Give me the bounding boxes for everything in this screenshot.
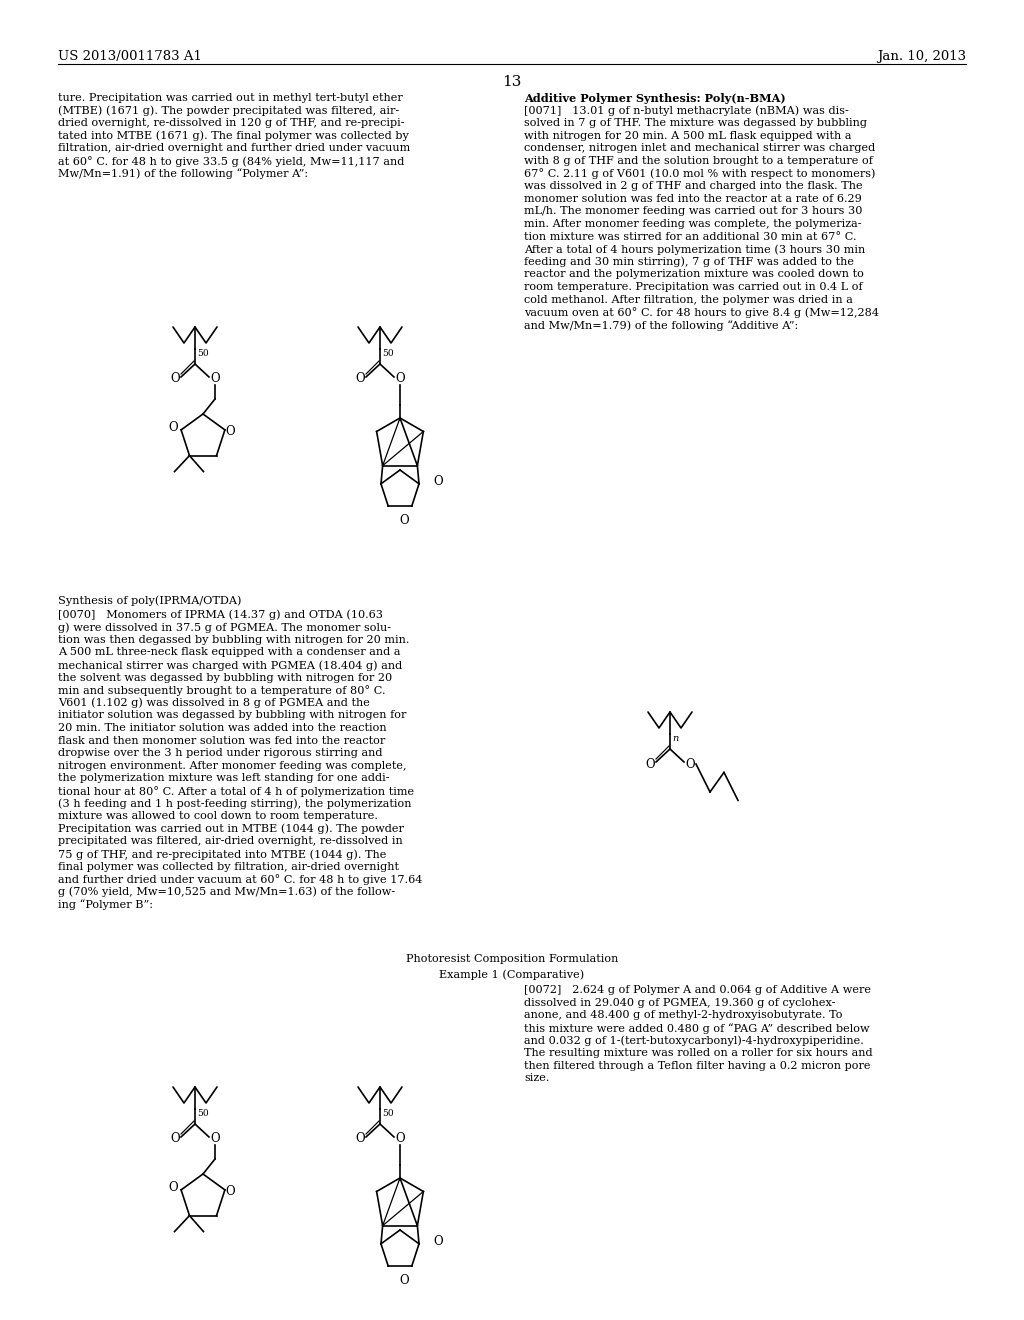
Text: US 2013/0011783 A1: US 2013/0011783 A1: [58, 50, 202, 63]
Text: min. After monomer feeding was complete, the polymeriza-: min. After monomer feeding was complete,…: [524, 219, 861, 228]
Text: Example 1 (Comparative): Example 1 (Comparative): [439, 970, 585, 981]
Text: mL/h. The monomer feeding was carried out for 3 hours 30: mL/h. The monomer feeding was carried ou…: [524, 206, 862, 216]
Text: O: O: [170, 372, 180, 385]
Text: 50: 50: [382, 348, 393, 358]
Text: O: O: [225, 425, 234, 438]
Text: O: O: [395, 372, 404, 385]
Text: O: O: [210, 1133, 220, 1146]
Text: 50: 50: [382, 1109, 393, 1118]
Text: (3 h feeding and 1 h post-feeding stirring), the polymerization: (3 h feeding and 1 h post-feeding stirri…: [58, 799, 412, 809]
Text: the polymerization mixture was left standing for one addi-: the polymerization mixture was left stan…: [58, 774, 389, 783]
Text: room temperature. Precipitation was carried out in 0.4 L of: room temperature. Precipitation was carr…: [524, 282, 862, 292]
Text: with 8 g of THF and the solution brought to a temperature of: with 8 g of THF and the solution brought…: [524, 156, 872, 166]
Text: this mixture were added 0.480 g of “PAG A” described below: this mixture were added 0.480 g of “PAG …: [524, 1023, 869, 1034]
Text: O: O: [399, 1274, 409, 1287]
Text: O: O: [399, 515, 409, 527]
Text: Photoresist Composition Formulation: Photoresist Composition Formulation: [406, 954, 618, 964]
Text: O: O: [395, 1133, 404, 1146]
Text: anone, and 48.400 g of methyl-2-hydroxyisobutyrate. To: anone, and 48.400 g of methyl-2-hydroxyi…: [524, 1010, 843, 1020]
Text: feeding and 30 min stirring), 7 g of THF was added to the: feeding and 30 min stirring), 7 g of THF…: [524, 257, 854, 268]
Text: solved in 7 g of THF. The mixture was degassed by bubbling: solved in 7 g of THF. The mixture was de…: [524, 119, 867, 128]
Text: V601 (1.102 g) was dissolved in 8 g of PGMEA and the: V601 (1.102 g) was dissolved in 8 g of P…: [58, 698, 370, 709]
Text: then filtered through a Teflon filter having a 0.2 micron pore: then filtered through a Teflon filter ha…: [524, 1061, 870, 1071]
Text: mechanical stirrer was charged with PGMEA (18.404 g) and: mechanical stirrer was charged with PGME…: [58, 660, 402, 671]
Text: at 60° C. for 48 h to give 33.5 g (84% yield, Mw=11,117 and: at 60° C. for 48 h to give 33.5 g (84% y…: [58, 156, 404, 166]
Text: 13: 13: [503, 75, 521, 88]
Text: O: O: [168, 421, 178, 434]
Text: size.: size.: [524, 1073, 549, 1084]
Text: ing “Polymer B”:: ing “Polymer B”:: [58, 899, 153, 911]
Text: 67° C. 2.11 g of V601 (10.0 mol % with respect to monomers): 67° C. 2.11 g of V601 (10.0 mol % with r…: [524, 169, 876, 180]
Text: tional hour at 80° C. After a total of 4 h of polymerization time: tional hour at 80° C. After a total of 4…: [58, 785, 414, 797]
Text: precipitated was filtered, air-dried overnight, re-dissolved in: precipitated was filtered, air-dried ove…: [58, 837, 402, 846]
Text: O: O: [210, 372, 220, 385]
Text: (MTBE) (1671 g). The powder precipitated was filtered, air-: (MTBE) (1671 g). The powder precipitated…: [58, 106, 399, 116]
Text: Jan. 10, 2013: Jan. 10, 2013: [877, 50, 966, 63]
Text: O: O: [433, 475, 442, 488]
Text: O: O: [433, 1236, 442, 1249]
Text: nitrogen environment. After monomer feeding was complete,: nitrogen environment. After monomer feed…: [58, 760, 407, 771]
Text: O: O: [355, 1133, 365, 1146]
Text: and Mw/Mn=1.79) of the following “Additive A”:: and Mw/Mn=1.79) of the following “Additi…: [524, 319, 799, 330]
Text: final polymer was collected by filtration, air-dried overnight: final polymer was collected by filtratio…: [58, 862, 399, 871]
Text: min and subsequently brought to a temperature of 80° C.: min and subsequently brought to a temper…: [58, 685, 385, 696]
Text: tion mixture was stirred for an additional 30 min at 67° C.: tion mixture was stirred for an addition…: [524, 231, 856, 242]
Text: tion was then degassed by bubbling with nitrogen for 20 min.: tion was then degassed by bubbling with …: [58, 635, 410, 644]
Text: 75 g of THF, and re-precipitated into MTBE (1044 g). The: 75 g of THF, and re-precipitated into MT…: [58, 849, 386, 859]
Text: Synthesis of poly(IPRMA/OTDA): Synthesis of poly(IPRMA/OTDA): [58, 595, 242, 606]
Text: O: O: [645, 758, 654, 771]
Text: mixture was allowed to cool down to room temperature.: mixture was allowed to cool down to room…: [58, 812, 378, 821]
Text: monomer solution was fed into the reactor at a rate of 6.29: monomer solution was fed into the reacto…: [524, 194, 862, 203]
Text: ture. Precipitation was carried out in methyl tert-butyl ether: ture. Precipitation was carried out in m…: [58, 92, 402, 103]
Text: 20 min. The initiator solution was added into the reaction: 20 min. The initiator solution was added…: [58, 723, 387, 733]
Text: Mw/Mn=1.91) of the following “Polymer A”:: Mw/Mn=1.91) of the following “Polymer A”…: [58, 169, 308, 180]
Text: with nitrogen for 20 min. A 500 mL flask equipped with a: with nitrogen for 20 min. A 500 mL flask…: [524, 131, 852, 141]
Text: Precipitation was carried out in MTBE (1044 g). The powder: Precipitation was carried out in MTBE (1…: [58, 824, 403, 834]
Text: 50: 50: [197, 348, 209, 358]
Text: After a total of 4 hours polymerization time (3 hours 30 min: After a total of 4 hours polymerization …: [524, 244, 865, 255]
Text: initiator solution was degassed by bubbling with nitrogen for: initiator solution was degassed by bubbl…: [58, 710, 407, 721]
Text: reactor and the polymerization mixture was cooled down to: reactor and the polymerization mixture w…: [524, 269, 864, 280]
Text: cold methanol. After filtration, the polymer was dried in a: cold methanol. After filtration, the pol…: [524, 294, 853, 305]
Text: O: O: [170, 1133, 180, 1146]
Text: condenser, nitrogen inlet and mechanical stirrer was charged: condenser, nitrogen inlet and mechanical…: [524, 144, 876, 153]
Text: tated into MTBE (1671 g). The final polymer was collected by: tated into MTBE (1671 g). The final poly…: [58, 131, 409, 141]
Text: was dissolved in 2 g of THF and charged into the flask. The: was dissolved in 2 g of THF and charged …: [524, 181, 862, 191]
Text: flask and then monomer solution was fed into the reactor: flask and then monomer solution was fed …: [58, 735, 385, 746]
Text: dried overnight, re-dissolved in 120 g of THF, and re-precipi-: dried overnight, re-dissolved in 120 g o…: [58, 119, 404, 128]
Text: [0072]   2.624 g of Polymer A and 0.064 g of Additive A were: [0072] 2.624 g of Polymer A and 0.064 g …: [524, 985, 871, 995]
Text: the solvent was degassed by bubbling with nitrogen for 20: the solvent was degassed by bubbling wit…: [58, 673, 392, 682]
Text: A 500 mL three-neck flask equipped with a condenser and a: A 500 mL three-neck flask equipped with …: [58, 647, 400, 657]
Text: and further dried under vacuum at 60° C. for 48 h to give 17.64: and further dried under vacuum at 60° C.…: [58, 874, 422, 886]
Text: Additive Polymer Synthesis: Poly(n-BMA): Additive Polymer Synthesis: Poly(n-BMA): [524, 92, 785, 104]
Text: n: n: [672, 734, 678, 743]
Text: O: O: [355, 372, 365, 385]
Text: and 0.032 g of 1-(tert-butoxycarbonyl)-4-hydroxypiperidine.: and 0.032 g of 1-(tert-butoxycarbonyl)-4…: [524, 1036, 864, 1047]
Text: g) were dissolved in 37.5 g of PGMEA. The monomer solu-: g) were dissolved in 37.5 g of PGMEA. Th…: [58, 622, 391, 632]
Text: 50: 50: [197, 1109, 209, 1118]
Text: O: O: [685, 758, 695, 771]
Text: [0070]   Monomers of IPRMA (14.37 g) and OTDA (10.63: [0070] Monomers of IPRMA (14.37 g) and O…: [58, 610, 383, 620]
Text: dropwise over the 3 h period under rigorous stirring and: dropwise over the 3 h period under rigor…: [58, 748, 383, 758]
Text: vacuum oven at 60° C. for 48 hours to give 8.4 g (Mw=12,284: vacuum oven at 60° C. for 48 hours to gi…: [524, 308, 879, 318]
Text: The resulting mixture was rolled on a roller for six hours and: The resulting mixture was rolled on a ro…: [524, 1048, 872, 1059]
Text: g (70% yield, Mw=10,525 and Mw/Mn=1.63) of the follow-: g (70% yield, Mw=10,525 and Mw/Mn=1.63) …: [58, 887, 395, 898]
Text: O: O: [225, 1185, 234, 1199]
Text: [0071]   13.01 g of n-butyl methacrylate (nBMA) was dis-: [0071] 13.01 g of n-butyl methacrylate (…: [524, 106, 849, 116]
Text: filtration, air-dried overnight and further dried under vacuum: filtration, air-dried overnight and furt…: [58, 144, 411, 153]
Text: dissolved in 29.040 g of PGMEA, 19.360 g of cyclohex-: dissolved in 29.040 g of PGMEA, 19.360 g…: [524, 998, 836, 1007]
Text: O: O: [168, 1181, 178, 1195]
